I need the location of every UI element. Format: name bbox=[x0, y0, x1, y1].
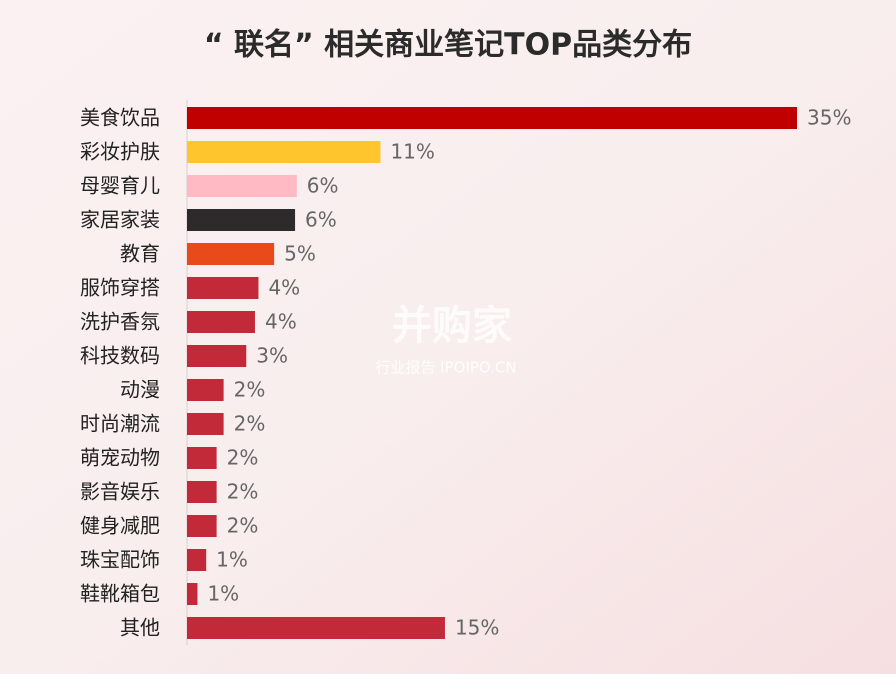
bar bbox=[187, 141, 381, 163]
category-label: 洗护香氛 bbox=[80, 310, 160, 334]
bar bbox=[187, 413, 224, 435]
category-label: 彩妆护肤 bbox=[80, 140, 160, 164]
bar bbox=[187, 209, 296, 231]
value-label: 2% bbox=[234, 378, 266, 402]
bar bbox=[187, 617, 445, 639]
category-label: 萌宠动物 bbox=[80, 446, 160, 470]
bar bbox=[187, 311, 255, 333]
category-label: 时尚潮流 bbox=[80, 412, 160, 436]
category-label: 珠宝配饰 bbox=[80, 548, 160, 572]
category-label: 母婴育儿 bbox=[80, 174, 160, 198]
bar bbox=[187, 481, 217, 503]
watermark-tagline: 行业报告 IPOIPO.CN bbox=[375, 359, 516, 377]
category-label: 其他 bbox=[120, 616, 160, 640]
bar bbox=[187, 107, 797, 129]
value-label: 6% bbox=[307, 174, 339, 198]
value-label: 5% bbox=[284, 242, 316, 266]
value-label: 1% bbox=[207, 582, 239, 606]
category-label: 家居家装 bbox=[80, 208, 160, 232]
value-label: 6% bbox=[305, 208, 337, 232]
value-label: 2% bbox=[227, 446, 259, 470]
category-label: 健身减肥 bbox=[80, 514, 160, 538]
value-label: 1% bbox=[216, 548, 248, 572]
watermark-brand: 并购家 bbox=[392, 303, 512, 349]
chart-title: “ 联名” 相关商业笔记TOP品类分布 bbox=[204, 28, 692, 63]
value-label: 2% bbox=[227, 480, 259, 504]
value-label: 3% bbox=[256, 344, 288, 368]
bar bbox=[187, 277, 259, 299]
category-label: 服饰穿搭 bbox=[80, 276, 160, 300]
bar bbox=[187, 447, 217, 469]
category-label: 动漫 bbox=[120, 378, 160, 402]
bar bbox=[187, 583, 198, 605]
value-label: 11% bbox=[390, 140, 434, 164]
value-label: 2% bbox=[227, 514, 259, 538]
value-label: 4% bbox=[265, 310, 297, 334]
bar bbox=[187, 175, 297, 197]
category-label: 美食饮品 bbox=[80, 106, 160, 130]
bar bbox=[187, 515, 217, 537]
value-label: 15% bbox=[455, 616, 499, 640]
category-label: 影音娱乐 bbox=[80, 480, 160, 504]
category-label: 科技数码 bbox=[80, 344, 160, 368]
value-label: 4% bbox=[268, 276, 300, 300]
bar bbox=[187, 549, 207, 571]
category-label: 鞋靴箱包 bbox=[80, 582, 160, 606]
value-label: 35% bbox=[807, 106, 851, 130]
bar bbox=[187, 379, 224, 401]
value-label: 2% bbox=[234, 412, 266, 436]
bar bbox=[187, 243, 275, 265]
bar bbox=[187, 345, 247, 367]
category-label: 教育 bbox=[120, 242, 160, 266]
